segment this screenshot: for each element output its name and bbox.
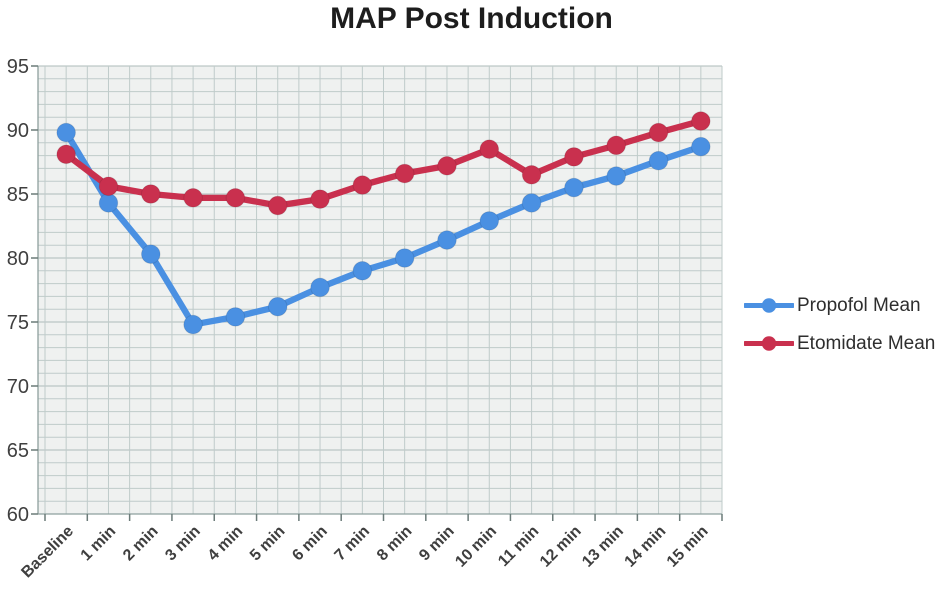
- etomidate-series-swatch-icon: [744, 336, 794, 351]
- propofol-mean-marker-9-min: [437, 230, 457, 250]
- etomidate-mean-marker-8-min: [394, 163, 415, 184]
- y-axis-label-90: 90: [7, 120, 29, 142]
- y-axis-label-60: 60: [7, 504, 29, 526]
- etomidate-mean-marker-15-min: [691, 111, 711, 131]
- propofol-mean-marker-8-min: [394, 248, 415, 268]
- propofol-mean-marker-10-min: [479, 211, 500, 231]
- propofol-mean-marker-2-min: [140, 244, 161, 264]
- x-axis-label-14-min: 14 min: [621, 523, 669, 571]
- legend-item-etomidate: Etomidate Mean: [744, 331, 935, 356]
- gridlines: [38, 65, 723, 515]
- etomidate-mean-marker-11-min: [521, 165, 542, 185]
- x-axis-label-7-min: 7 min: [332, 523, 374, 565]
- propofol-mean-marker-4-min: [225, 307, 246, 327]
- legend-label-etomidate: Etomidate Mean: [797, 333, 936, 354]
- etomidate-mean-marker-3-min: [183, 188, 203, 208]
- propofol-series-swatch-icon: [744, 298, 794, 313]
- etomidate-mean-marker-2-min: [140, 184, 161, 204]
- x-axis-label-6-min: 6 min: [289, 523, 331, 565]
- legend-item-propofol: Propofol Mean: [744, 293, 935, 318]
- propofol-mean-series: [56, 122, 711, 335]
- propofol-mean-marker-6-min: [310, 277, 330, 298]
- x-axis-label-13-min: 13 min: [579, 523, 627, 571]
- etomidate-mean-line: [63, 117, 704, 209]
- legend-label-propofol: Propofol Mean: [797, 295, 921, 316]
- y-axis-label-85: 85: [7, 184, 29, 206]
- x-axis-label-11-min: 11 min: [495, 523, 542, 570]
- etomidate-mean-marker-5-min: [267, 195, 288, 216]
- etomidate-mean-marker-6-min: [310, 189, 330, 209]
- etomidate-mean-marker-4-min: [225, 188, 246, 208]
- propofol-mean-marker-3-min: [183, 314, 203, 335]
- x-axis-label-5-min: 5 min: [247, 523, 289, 565]
- etomidate-mean-marker-13-min: [606, 135, 627, 156]
- x-axis-label-10-min: 10 min: [452, 523, 500, 571]
- etomidate-mean-marker-12-min: [564, 147, 584, 167]
- propofol-mean-marker-1-min: [98, 193, 119, 213]
- y-axis-label-80: 80: [7, 248, 29, 270]
- chart-title: MAP Post Induction: [330, 2, 613, 35]
- etomidate-mean-marker-baseline: [56, 144, 76, 165]
- propofol-mean-marker-12-min: [564, 177, 584, 198]
- propofol-mean-marker-15-min: [691, 136, 711, 157]
- x-axis-label-2-min: 2 min: [120, 523, 162, 565]
- propofol-mean-marker-5-min: [267, 296, 288, 317]
- x-axis-label-1-min: 1 min: [78, 523, 120, 565]
- propofol-mean-line: [63, 129, 704, 328]
- y-axis-label-75: 75: [7, 312, 29, 334]
- x-axis-label-8-min: 8 min: [374, 523, 416, 565]
- x-axis-label-baseline: Baseline: [18, 523, 77, 582]
- propofol-mean-marker-11-min: [521, 193, 542, 213]
- etomidate-mean-marker-7-min: [352, 175, 373, 195]
- y-axis-label-70: 70: [7, 376, 29, 398]
- x-axis-label-4-min: 4 min: [205, 523, 247, 565]
- propofol-mean-marker-baseline: [56, 122, 76, 143]
- etomidate-mean-series: [56, 111, 711, 216]
- etomidate-mean-marker-9-min: [437, 156, 457, 176]
- x-axis-label-12-min: 12 min: [537, 523, 585, 571]
- axes: [37, 66, 722, 515]
- x-axis-labels: Baseline 1 min 2 min 3 min 4 min 5 min 6 min 7 …: [18, 523, 711, 582]
- etomidate-mean-marker-14-min: [648, 122, 669, 143]
- y-axis-label-65: 65: [7, 440, 29, 462]
- propofol-mean-marker-7-min: [352, 261, 373, 281]
- plot-area: [38, 66, 722, 514]
- etomidate-mean-marker-1-min: [98, 176, 119, 197]
- tick-marks: 60 65 70 75 80 85 90 95: [7, 56, 723, 526]
- propofol-mean-marker-14-min: [648, 150, 669, 171]
- x-axis-label-3-min: 3 min: [162, 523, 204, 565]
- propofol-mean-marker-13-min: [606, 166, 627, 186]
- y-axis-label-95: 95: [7, 56, 29, 78]
- x-axis-label-15-min: 15 min: [664, 523, 712, 571]
- etomidate-mean-marker-10-min: [479, 139, 500, 159]
- legend: Propofol Mean Etomidate Mean: [744, 293, 935, 356]
